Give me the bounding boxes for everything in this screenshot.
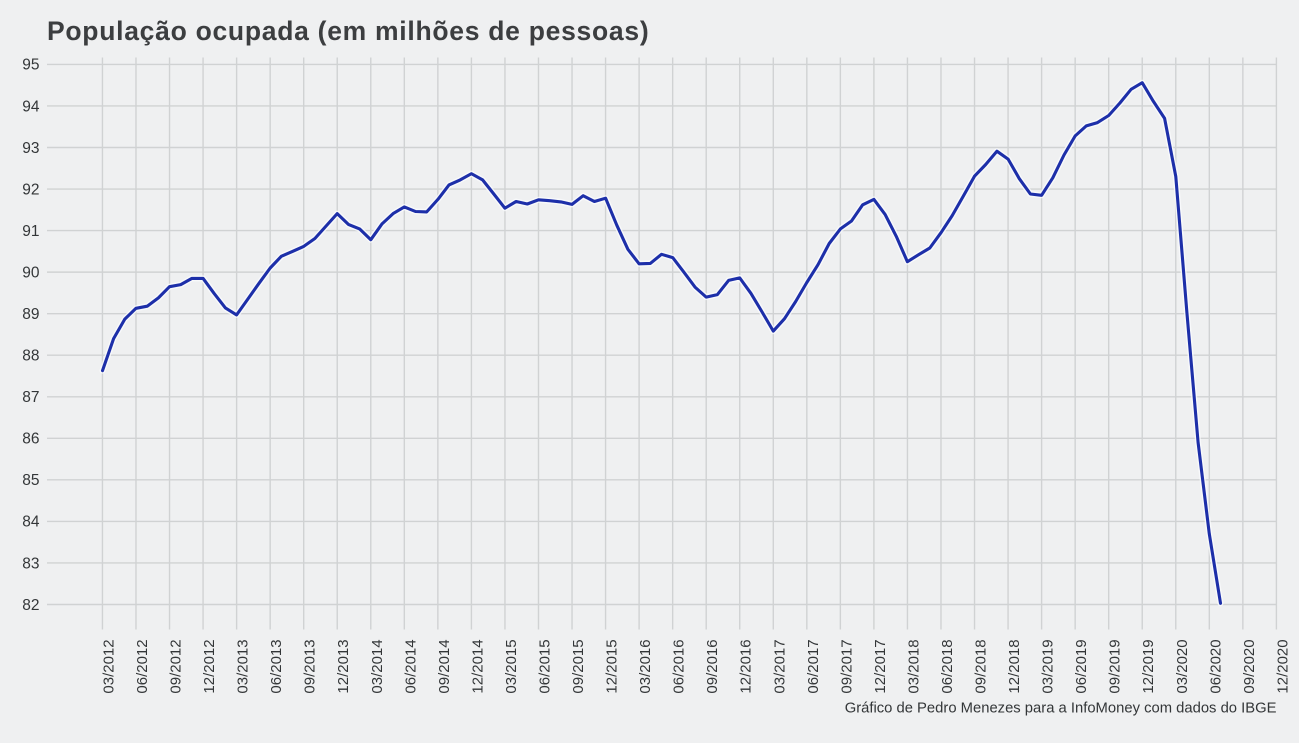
svg-text:06/2018: 06/2018 <box>939 639 956 693</box>
svg-text:09/2015: 09/2015 <box>570 639 587 693</box>
svg-text:87: 87 <box>22 389 39 406</box>
svg-text:03/2013: 03/2013 <box>235 639 252 693</box>
svg-text:89: 89 <box>22 306 39 323</box>
svg-text:09/2019: 09/2019 <box>1107 639 1124 693</box>
svg-text:03/2017: 03/2017 <box>771 639 788 693</box>
svg-text:95: 95 <box>22 57 39 74</box>
svg-text:03/2015: 03/2015 <box>503 639 520 693</box>
svg-text:90: 90 <box>22 264 40 281</box>
svg-text:06/2019: 06/2019 <box>1073 639 1090 693</box>
svg-text:06/2015: 06/2015 <box>536 639 553 693</box>
svg-text:12/2020: 12/2020 <box>1274 639 1291 693</box>
svg-text:09/2013: 09/2013 <box>302 639 319 693</box>
svg-text:09/2016: 09/2016 <box>704 639 721 693</box>
svg-text:06/2017: 06/2017 <box>805 639 822 693</box>
svg-text:84: 84 <box>22 514 40 531</box>
svg-text:94: 94 <box>22 98 40 115</box>
svg-text:09/2018: 09/2018 <box>973 639 990 693</box>
svg-text:03/2020: 03/2020 <box>1174 639 1191 693</box>
svg-text:88: 88 <box>22 348 39 365</box>
svg-text:12/2015: 12/2015 <box>604 639 621 693</box>
svg-text:06/2013: 06/2013 <box>268 639 285 693</box>
svg-text:03/2019: 03/2019 <box>1040 639 1057 693</box>
svg-text:03/2012: 03/2012 <box>100 639 117 693</box>
svg-text:06/2012: 06/2012 <box>134 639 151 693</box>
svg-text:06/2016: 06/2016 <box>671 639 688 693</box>
svg-text:12/2018: 12/2018 <box>1006 639 1023 693</box>
svg-text:09/2014: 09/2014 <box>436 639 453 693</box>
svg-text:12/2013: 12/2013 <box>335 639 352 693</box>
svg-text:92: 92 <box>22 181 39 198</box>
svg-text:12/2019: 12/2019 <box>1140 639 1157 693</box>
svg-text:06/2020: 06/2020 <box>1207 639 1224 693</box>
svg-text:82: 82 <box>22 597 39 614</box>
svg-text:Gráfico de Pedro Menezes para: Gráfico de Pedro Menezes para a InfoMone… <box>845 700 1277 716</box>
svg-text:População ocupada (em milhões: População ocupada (em milhões de pessoas… <box>47 16 649 46</box>
svg-text:06/2014: 06/2014 <box>402 639 419 693</box>
svg-text:12/2012: 12/2012 <box>201 639 218 693</box>
svg-text:12/2016: 12/2016 <box>738 639 755 693</box>
svg-text:12/2014: 12/2014 <box>469 639 486 693</box>
svg-text:83: 83 <box>22 555 39 572</box>
svg-text:03/2014: 03/2014 <box>369 639 386 693</box>
svg-text:85: 85 <box>22 472 39 489</box>
svg-text:12/2017: 12/2017 <box>872 639 889 693</box>
svg-text:93: 93 <box>22 140 39 157</box>
svg-text:09/2020: 09/2020 <box>1241 639 1258 693</box>
svg-text:03/2016: 03/2016 <box>637 639 654 693</box>
svg-text:91: 91 <box>22 223 39 240</box>
svg-text:03/2018: 03/2018 <box>905 639 922 693</box>
svg-text:09/2012: 09/2012 <box>168 639 185 693</box>
svg-text:09/2017: 09/2017 <box>838 639 855 693</box>
svg-text:86: 86 <box>22 431 39 448</box>
